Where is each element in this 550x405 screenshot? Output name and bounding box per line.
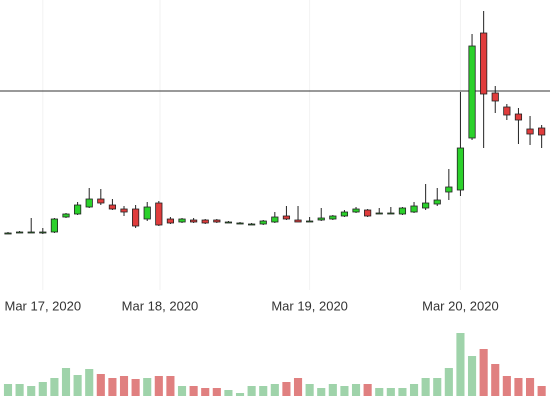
volume-bar: [409, 384, 419, 396]
volume-bar: [85, 369, 94, 396]
volume-bar: [3, 384, 13, 396]
volume-bar: [143, 378, 152, 396]
candle-body: [352, 208, 360, 213]
candle-body: [50, 218, 58, 233]
volume-bar: [189, 386, 198, 396]
candle-body: [526, 128, 534, 135]
candle-body: [375, 212, 383, 215]
volume-bar: [386, 388, 395, 396]
volume-bar: [235, 393, 245, 396]
candle-body: [213, 219, 221, 223]
volume-bar: [212, 388, 221, 396]
volume-bar: [270, 384, 279, 396]
x-tick-label: Mar 18, 2020: [122, 298, 199, 313]
volume-bar: [293, 378, 303, 396]
volume-bar: [328, 384, 337, 396]
candle-body: [317, 217, 325, 221]
candle-body: [108, 204, 117, 210]
candle-body: [433, 199, 441, 205]
candle-body: [236, 222, 244, 225]
candle-body: [340, 211, 349, 217]
volume-bar: [259, 386, 268, 396]
volume-bar: [50, 378, 59, 396]
candle-body: [398, 207, 407, 215]
volume-bar: [27, 386, 36, 396]
candle-body: [387, 212, 395, 215]
candle-body: [4, 232, 12, 235]
volume-bar: [525, 378, 535, 396]
candle-body: [480, 32, 488, 95]
volume-bar: [491, 364, 500, 396]
candle-body: [248, 223, 256, 226]
candle-body: [468, 45, 476, 139]
candle-body: [16, 231, 24, 234]
volume-bar: [177, 386, 187, 396]
candle-body: [456, 147, 465, 191]
candle-body: [224, 221, 233, 224]
volume-bar: [247, 386, 256, 396]
volume-bar: [421, 378, 430, 396]
volume-bar: [108, 378, 117, 396]
volume-bar: [73, 375, 82, 396]
candle-body: [364, 209, 372, 217]
volume-bar: [467, 356, 477, 396]
candle-body: [97, 198, 105, 204]
candle-body: [282, 215, 291, 220]
candle-body: [190, 219, 198, 223]
volume-bar: [317, 388, 326, 396]
candle-body: [85, 198, 93, 208]
volume-bar: [444, 368, 453, 396]
volume-bar: [537, 386, 546, 396]
candle-body: [39, 231, 47, 234]
volume-bar: [363, 384, 372, 396]
candle-body: [271, 216, 279, 223]
volume-bar: [398, 388, 407, 396]
candle-body: [132, 208, 140, 227]
volume-bar: [340, 386, 349, 396]
x-tick-label: Mar 20, 2020: [422, 298, 499, 313]
candle-body: [155, 202, 163, 226]
candle-body: [422, 202, 430, 209]
volume-bar: [456, 333, 465, 396]
volume-bar: [351, 384, 361, 396]
volume-bar: [479, 349, 488, 396]
candle-body: [503, 106, 511, 116]
candle-body: [410, 205, 418, 213]
candle-body: [178, 218, 186, 223]
candle-body: [74, 204, 82, 215]
candle-body: [201, 219, 209, 224]
candle-body: [538, 127, 546, 136]
volume-bar: [15, 384, 24, 396]
volume-bar: [119, 376, 129, 396]
candle-body: [166, 218, 175, 224]
volume-bar: [305, 384, 314, 396]
volume-bar: [224, 390, 233, 396]
candle-body: [445, 186, 453, 193]
volume-bar: [38, 382, 47, 396]
candle-body: [329, 215, 337, 220]
candle-body: [294, 219, 302, 223]
candle-body: [514, 113, 523, 121]
candle-body: [62, 213, 70, 218]
volume-bar: [166, 376, 175, 396]
volume-bar: [502, 376, 511, 396]
volume-bar: [375, 388, 384, 396]
candle-body: [259, 220, 267, 225]
x-tick-label: Mar 19, 2020: [271, 298, 348, 313]
volume-bar: [61, 368, 71, 396]
volume-bar: [433, 378, 442, 396]
candle-body: [143, 206, 151, 220]
candle-body: [491, 92, 499, 102]
volume-bar: [154, 376, 163, 396]
volume-bar: [514, 378, 523, 396]
volume-bar: [96, 374, 105, 396]
candle-body: [120, 208, 128, 213]
candle-body: [27, 231, 35, 234]
volume-bar: [282, 382, 291, 396]
volume-bar: [131, 379, 140, 396]
candle-body: [306, 220, 314, 223]
x-tick-label: Mar 17, 2020: [5, 298, 82, 313]
volume-bar: [201, 388, 210, 396]
